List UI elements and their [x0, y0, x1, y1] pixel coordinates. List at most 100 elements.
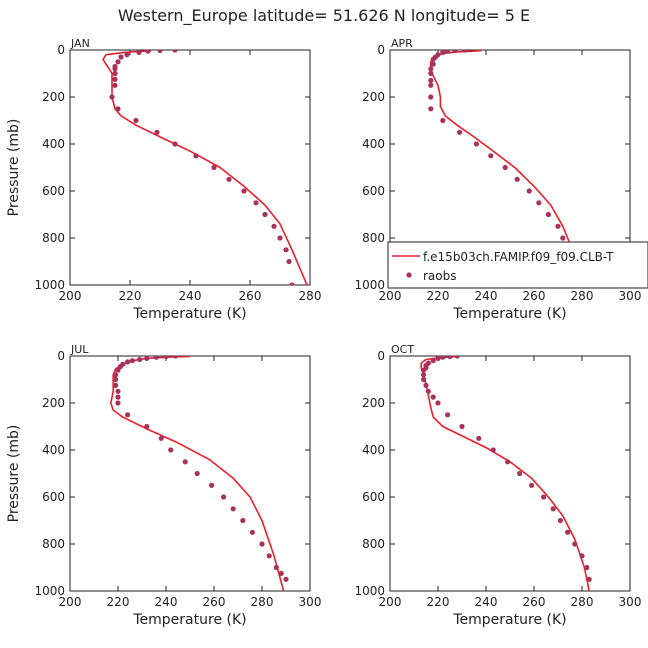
obs-point-jan	[145, 50, 151, 54]
x-axis-label-jul: Temperature (K)	[132, 612, 246, 628]
x-tick-label-oct: 200	[379, 595, 402, 609]
obs-point-jan	[136, 50, 142, 55]
x-tick-label-apr: 220	[427, 289, 450, 303]
x-tick-label-apr: 240	[475, 289, 498, 303]
y-tick-label-apr: 0	[377, 43, 385, 57]
obs-point-jul	[115, 400, 121, 406]
y-tick-label-apr: 400	[362, 137, 385, 151]
panel-label-oct: OCT	[391, 343, 414, 356]
obs-point-jan	[271, 223, 277, 229]
obs-point-jul	[125, 412, 131, 418]
obs-point-apr	[461, 50, 467, 53]
obs-point-oct	[430, 358, 436, 364]
obs-point-apr	[560, 235, 566, 241]
obs-point-oct	[529, 482, 535, 488]
obs-point-jul	[249, 529, 255, 535]
obs-point-jul	[194, 470, 200, 477]
y-tick-label-oct: 0	[377, 349, 385, 363]
obs-point-jan	[172, 50, 178, 53]
obs-point-jan	[109, 94, 115, 100]
y-tick-label-jul: 1000	[34, 584, 65, 598]
y-tick-label-oct: 600	[362, 490, 385, 504]
legend-obs-label: raobs	[423, 269, 457, 283]
x-tick-label-apr: 200	[379, 289, 402, 303]
obs-point-oct	[541, 494, 547, 500]
panel-jan: 200 220 240 260 280 0 200 400 600 800 1000 JAN Tempe…	[6, 37, 321, 322]
obs-point-jul	[115, 367, 121, 373]
obs-point-apr	[428, 82, 434, 88]
x-tick-label-jul: 240	[155, 595, 178, 609]
obs-point-apr	[452, 50, 458, 54]
x-tick-label-oct: 280	[571, 595, 594, 609]
obs-point-jul	[182, 459, 188, 465]
x-tick-label-oct: 300	[619, 595, 642, 609]
x-tick-label-jan: 220	[119, 289, 142, 303]
obs-point-jul	[137, 356, 143, 363]
panel-oct: 200 220 240 260 280 300 0 200 400 600 800 1000 OCT Te…	[354, 343, 641, 628]
x-tick-label-apr: 260	[523, 289, 546, 303]
obs-point-oct	[423, 382, 429, 388]
obs-point-apr	[430, 61, 436, 67]
x-tick-label-apr: 300	[619, 289, 642, 303]
x-tick-label-oct: 240	[475, 595, 498, 609]
obs-point-oct	[435, 400, 441, 406]
obs-point-jan	[115, 59, 121, 65]
obs-point-jul	[115, 388, 121, 394]
obs-point-jan	[112, 66, 118, 72]
y-tick-label-jul: 400	[42, 443, 65, 457]
obs-point-apr	[488, 153, 494, 159]
y-tick-label-jan: 200	[42, 90, 65, 104]
obs-point-oct	[586, 576, 592, 582]
obs-point-oct	[572, 541, 578, 547]
legend: f.e15b03ch.FAMIP.f09_f09.CLB-T raobs	[387, 241, 648, 289]
obs-point-apr	[457, 129, 463, 135]
obs-point-oct	[476, 435, 482, 441]
obs-point-jan	[262, 211, 268, 218]
obs-point-oct	[447, 356, 453, 360]
model-profile-line-oct	[420, 356, 590, 591]
obs-point-oct	[421, 372, 427, 378]
legend-model-label: f.e15b03ch.FAMIP.f09_f09.CLB-T	[423, 250, 614, 264]
obs-point-apr	[536, 200, 542, 206]
obs-point-oct	[505, 459, 511, 465]
obs-point-jan	[283, 247, 289, 253]
x-tick-label-apr: 280	[571, 289, 594, 303]
obs-point-apr	[428, 94, 434, 100]
x-axis-label-jan: Temperature (K)	[132, 306, 246, 322]
obs-point-oct	[579, 553, 585, 559]
y-tick-label-oct: 1000	[354, 584, 385, 598]
obs-point-jul	[113, 372, 119, 378]
obs-point-apr	[428, 106, 434, 112]
obs-point-apr	[555, 223, 561, 229]
y-axis-label-jan: Pressure (mb)	[6, 119, 22, 217]
legend-box	[387, 241, 648, 289]
obs-point-oct	[490, 447, 496, 453]
obs-point-oct	[584, 564, 590, 571]
obs-point-apr	[440, 50, 446, 55]
obs-point-jan	[172, 141, 178, 147]
y-tick-label-jan: 400	[42, 137, 65, 151]
obs-point-jul	[168, 447, 174, 453]
obs-point-jan	[112, 76, 118, 82]
plot-frame-jan	[69, 49, 311, 286]
y-tick-label-apr: 600	[362, 184, 385, 198]
y-tick-label-jan: 0	[57, 43, 65, 57]
obs-point-jul	[158, 435, 164, 441]
y-tick-label-oct: 800	[362, 537, 385, 551]
plot-area-jan	[102, 50, 308, 285]
obs-point-apr	[514, 176, 520, 182]
obs-point-jul	[113, 376, 119, 383]
panel-label-apr: APR	[391, 37, 413, 50]
obs-point-jul	[173, 356, 179, 359]
y-tick-label-oct: 200	[362, 396, 385, 410]
plot-frame-jul	[69, 355, 311, 592]
y-tick-label-apr: 1000	[354, 278, 385, 292]
x-tick-label-jul: 300	[299, 595, 322, 609]
panel-label-jan: JAN	[70, 37, 90, 50]
model-profile-line-apr	[429, 50, 583, 274]
obs-point-jul	[129, 358, 135, 364]
obs-point-apr	[473, 141, 479, 147]
obs-point-oct	[435, 356, 441, 361]
obs-point-jul	[113, 382, 119, 388]
